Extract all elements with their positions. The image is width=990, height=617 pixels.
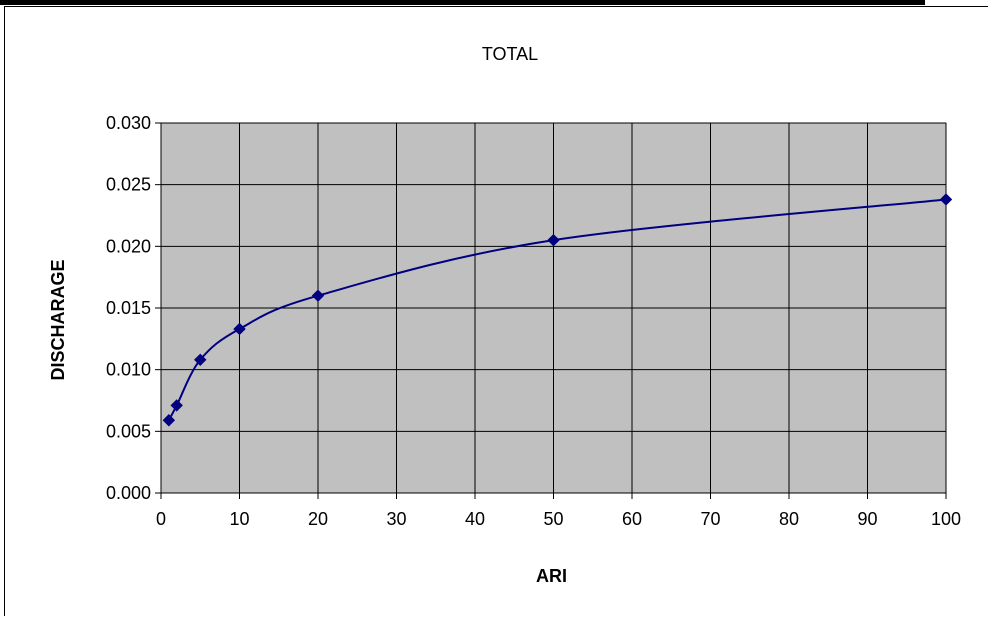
x-tick-labels: 0 10 20 30 40 50 60 70 80 90 100 xyxy=(156,509,961,529)
x-tick-label: 90 xyxy=(857,509,877,529)
top-rule xyxy=(0,0,925,5)
data-point xyxy=(170,399,183,412)
gridlines xyxy=(161,122,947,493)
x-tick-label: 60 xyxy=(622,509,642,529)
x-axis-title: ARI xyxy=(536,566,567,586)
data-point xyxy=(311,289,325,302)
chart-frame xyxy=(4,6,988,616)
y-tick-label: 0.015 xyxy=(106,298,151,318)
series-group xyxy=(162,193,953,427)
x-tick-label: 30 xyxy=(386,509,406,529)
y-tick-labels: 0.000 0.005 0.010 0.015 0.020 0.025 0.030 xyxy=(106,113,151,503)
data-point xyxy=(194,353,207,367)
x-tick-label: 70 xyxy=(700,509,720,529)
y-tick-label: 0.020 xyxy=(106,236,151,256)
x-tick-label: 50 xyxy=(543,509,563,529)
y-tick-label: 0.010 xyxy=(106,360,151,380)
x-tick-label: 0 xyxy=(156,509,166,529)
y-tick-label: 0.030 xyxy=(106,113,151,133)
x-tick-label: 100 xyxy=(931,509,961,529)
data-point xyxy=(233,322,246,336)
x-tick-label: 10 xyxy=(229,509,249,529)
x-tick-label: 80 xyxy=(779,509,799,529)
chart-title: TOTAL xyxy=(482,44,538,64)
data-point xyxy=(547,233,560,247)
y-tick-label: 0.025 xyxy=(106,175,151,195)
axes xyxy=(155,122,947,499)
data-point xyxy=(939,193,953,206)
y-tick-label: 0.005 xyxy=(106,421,151,441)
x-tick-label: 40 xyxy=(465,509,485,529)
y-tick-label: 0.000 xyxy=(106,483,151,503)
data-point xyxy=(162,414,176,427)
x-tick-label: 20 xyxy=(308,509,328,529)
y-axis-title: DISCHARAGE xyxy=(48,259,68,380)
